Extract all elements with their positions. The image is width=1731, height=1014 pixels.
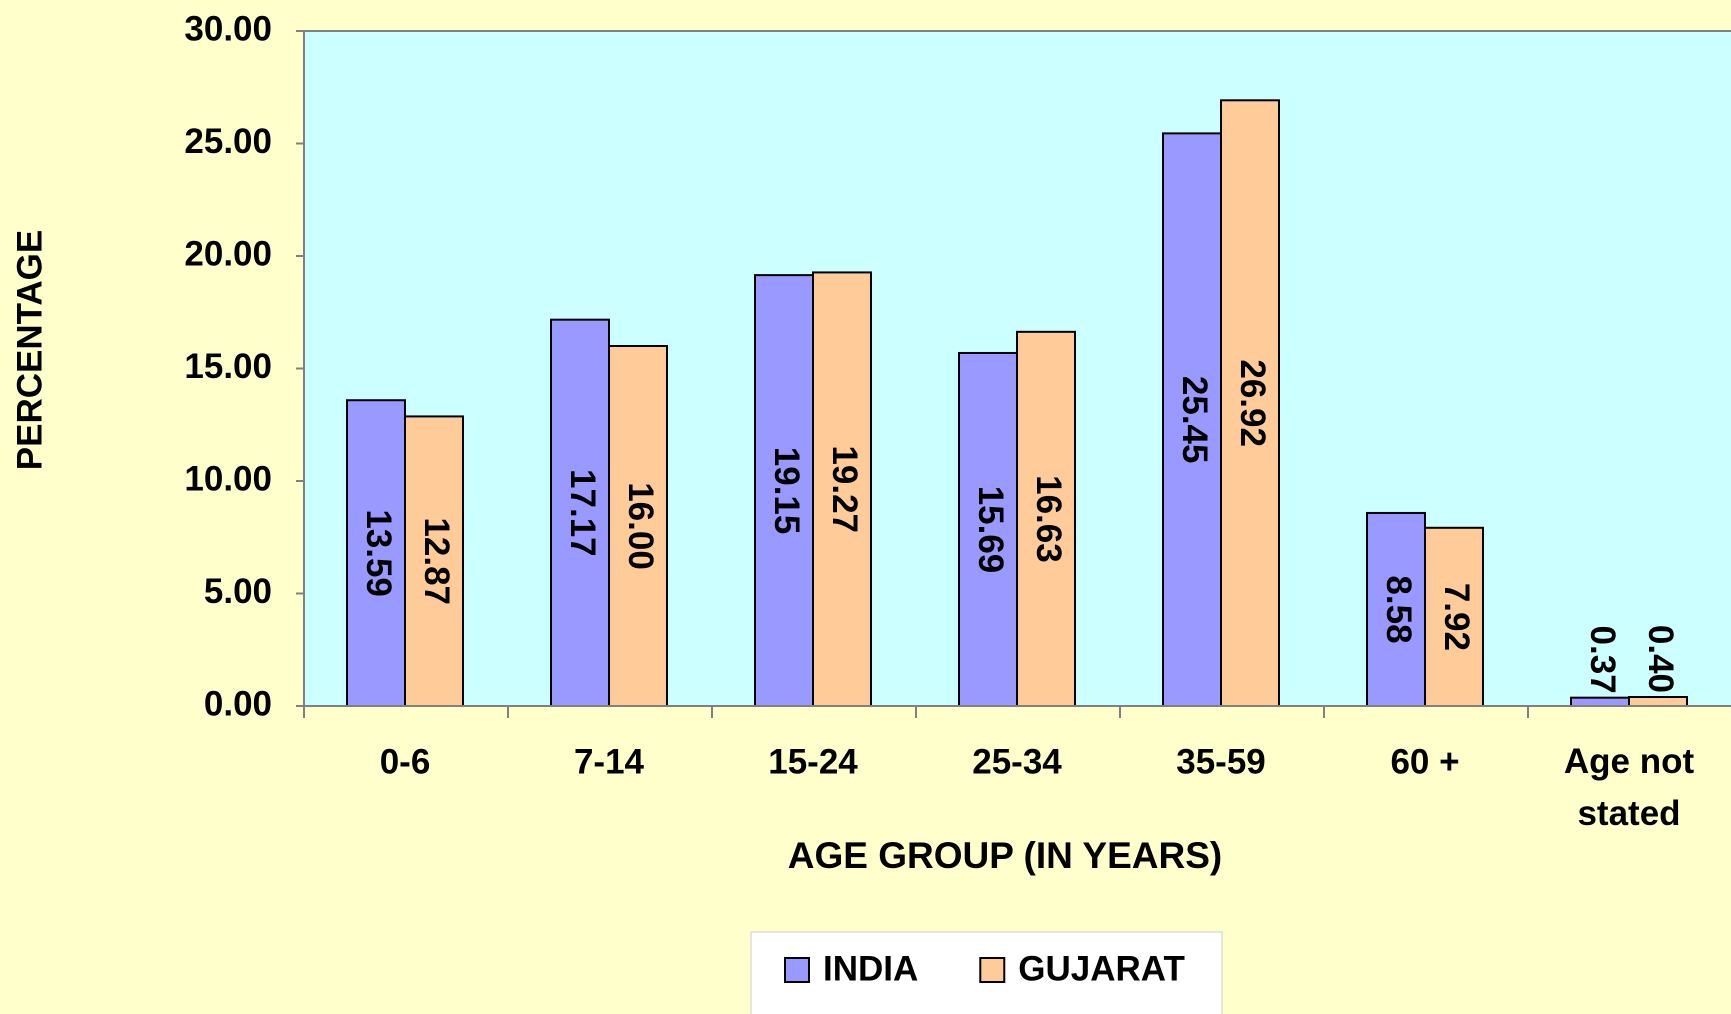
legend-swatch <box>784 957 810 983</box>
value-label: 0.40 <box>1641 625 1680 693</box>
x-tick-label: 7-14 <box>574 742 645 781</box>
y-tick-label: 30.00 <box>184 9 272 48</box>
bar <box>404 415 464 707</box>
y-tick-label: 15.00 <box>184 347 272 386</box>
y-tick-label: 5.00 <box>204 572 272 611</box>
bar <box>1016 330 1076 707</box>
bar <box>550 318 610 707</box>
y-axis-title: PERCENTAGE <box>10 230 49 471</box>
x-axis-title: AGE GROUP (IN YEARS) <box>788 835 1222 876</box>
value-label: 15.69 <box>971 486 1010 574</box>
y-tick-label: 10.00 <box>184 459 272 498</box>
value-label: 12.87 <box>417 517 456 605</box>
bar <box>812 271 872 707</box>
x-tick-label: 60 + <box>1390 742 1459 781</box>
x-tick-label: 0-6 <box>380 742 431 781</box>
value-label: 26.92 <box>1233 359 1272 447</box>
y-tick-label: 0.00 <box>204 684 272 723</box>
bar <box>1628 696 1688 707</box>
value-label: 25.45 <box>1175 376 1214 464</box>
bar <box>1424 526 1484 707</box>
value-label: 16.63 <box>1029 475 1068 563</box>
value-label: 19.27 <box>825 445 864 533</box>
x-tick-label: 15-24 <box>768 742 858 781</box>
value-label: 13.59 <box>359 509 398 597</box>
value-label: 8.58 <box>1379 575 1418 643</box>
legend-swatch <box>979 957 1006 983</box>
legend-label: GUJARAT <box>1018 949 1185 988</box>
bar <box>1366 511 1426 708</box>
x-tick-label: Age not stated <box>1564 742 1695 833</box>
bar <box>1162 132 1222 707</box>
bar <box>1220 99 1280 708</box>
value-label: 16.00 <box>621 482 660 570</box>
x-tick-label: 25-34 <box>972 742 1062 781</box>
value-label: 7.92 <box>1437 583 1476 651</box>
bar <box>1570 696 1630 707</box>
x-tick-label: 35-59 <box>1176 742 1266 781</box>
y-tick-label: 20.00 <box>184 234 272 273</box>
value-label: 0.37 <box>1583 626 1622 694</box>
value-label: 19.15 <box>767 447 806 535</box>
y-tick-label: 25.00 <box>184 122 272 161</box>
value-label: 17.17 <box>563 469 602 557</box>
legend-label: INDIA <box>823 949 918 988</box>
bar <box>346 399 406 707</box>
